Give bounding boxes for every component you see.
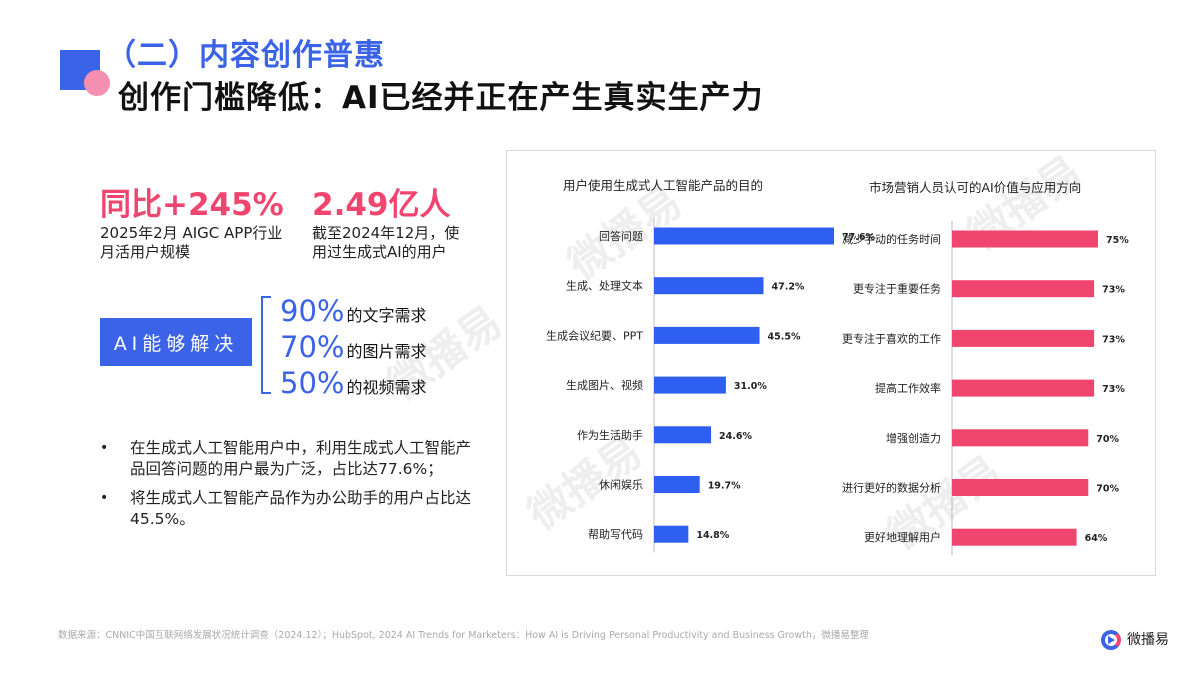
data-source-note: 数据来源：CNNIC中国互联网络发展状况统计调查（2024.12）；HubSpo… <box>58 630 869 641</box>
stat-desc: 用过生成式AI的用户 <box>312 243 447 261</box>
stat-value: 2.49亿人 <box>312 187 451 223</box>
ai-item-video: 50% 的视频需求 <box>280 366 426 400</box>
bar <box>952 230 1098 248</box>
brand-logo: 微播易 <box>1101 628 1169 650</box>
stat-desc: 2025年2月 AIGC APP行业 <box>100 224 283 242</box>
category-label: 生成、处理文本 <box>566 279 643 293</box>
category-label: 回答问题 <box>599 229 643 243</box>
data-label: 73% <box>1102 384 1125 395</box>
bar <box>654 277 764 295</box>
ai-item-image: 70% 的图片需求 <box>280 330 426 364</box>
bullet-text: 将生成式人工智能产品作为办公助手的用户占比达45.5%。 <box>130 489 472 528</box>
logo-text: 微播易 <box>1127 632 1169 648</box>
data-label: 45.5% <box>768 331 801 342</box>
bullet-item: • 将生成式人工智能产品作为办公助手的用户占比达45.5%。 <box>100 488 480 530</box>
bullet-item: • 在生成式人工智能用户中，利用生成式人工智能产品回答问题的用户最为广泛，占比达… <box>100 438 480 480</box>
ai-item-desc: 的文字需求 <box>346 306 427 325</box>
ai-item-text: 90% 的文字需求 <box>280 294 426 328</box>
bullet-marker: • <box>100 490 109 506</box>
data-label: 75% <box>1106 235 1129 246</box>
ai-item-desc: 的图片需求 <box>346 342 427 361</box>
data-label: 64% <box>1085 533 1108 544</box>
data-label: 70% <box>1096 484 1119 495</box>
data-label: 77.6% <box>842 232 875 243</box>
bullet-list: • 在生成式人工智能用户中，利用生成式人工智能产品回答问题的用户最为广泛，占比达… <box>100 438 480 538</box>
category-label: 生成图片、视频 <box>566 378 643 392</box>
category-label: 生成会议纪要、PPT <box>546 328 643 342</box>
bar <box>952 479 1089 496</box>
bullet-text: 在生成式人工智能用户中，利用生成式人工智能产品回答问题的用户最为广泛，占比达77… <box>130 439 472 478</box>
data-label: 24.6% <box>719 431 752 442</box>
bar <box>654 476 700 493</box>
data-label: 73% <box>1102 334 1125 345</box>
bar <box>952 429 1089 447</box>
category-label: 帮助写代码 <box>588 527 643 541</box>
bracket-decoration <box>261 296 271 394</box>
stat-value: 同比+245% <box>100 187 284 223</box>
chart-title-usage: 用户使用生成式人工智能产品的目的 <box>563 178 764 193</box>
stat-genai-users: 2.49亿人 截至2024年12月，使 用过生成式AI的用户 <box>312 188 459 262</box>
ai-item-desc: 的视频需求 <box>346 378 427 397</box>
category-label: 休闲娱乐 <box>599 478 643 492</box>
bar <box>654 227 834 245</box>
bar <box>952 528 1077 546</box>
data-label: 47.2% <box>771 282 804 293</box>
bar <box>654 326 760 344</box>
bar <box>654 376 726 394</box>
stat-desc: 月活用户规模 <box>100 243 191 261</box>
category-label: 进行更好的数据分析 <box>842 481 941 495</box>
bullet-marker: • <box>100 440 109 456</box>
category-label: 更专注于喜欢的工作 <box>842 331 941 345</box>
data-label: 19.7% <box>708 481 741 492</box>
category-label: 减少手动的任务时间 <box>842 232 941 246</box>
ai-item-pct: 50% <box>280 366 345 400</box>
bar <box>952 280 1095 298</box>
chart-title-marketing: 市场营销人员认可的AI价值与应用方向 <box>869 180 1082 195</box>
title-decoration-circle <box>84 70 110 96</box>
bar <box>952 379 1095 397</box>
category-label: 提高工作效率 <box>875 381 941 395</box>
category-label: 更好地理解用户 <box>864 530 941 544</box>
section-title: （二）内容创作普惠 <box>106 38 385 73</box>
data-label: 14.8% <box>696 530 729 541</box>
chart-panel: 用户使用生成式人工智能产品的目的 市场营销人员认可的AI价值与应用方向 回答问题… <box>506 150 1156 576</box>
ai-item-pct: 70% <box>280 330 345 364</box>
bar <box>654 426 712 444</box>
data-label: 73% <box>1102 285 1125 296</box>
ai-solves-label: AI能够解决 <box>100 318 252 366</box>
bar <box>952 329 1095 347</box>
stat-desc: 截至2024年12月，使 <box>312 224 460 242</box>
logo-icon <box>1101 628 1123 650</box>
stat-mau-growth: 同比+245% 2025年2月 AIGC APP行业 月活用户规模 <box>100 188 284 262</box>
bar-charts: 回答问题 77.6% 生成、处理文本 47.2% 生成会议纪要、PPT 45.5% 生成图片… <box>546 218 1129 556</box>
category-label: 更专注于重要任务 <box>853 282 941 296</box>
page-title: 创作门槛降低：AI已经并正在产生真实生产力 <box>118 80 764 116</box>
ai-item-pct: 90% <box>280 294 345 328</box>
data-label: 31.0% <box>734 381 767 392</box>
bar <box>654 525 689 543</box>
category-label: 增强创造力 <box>886 431 941 445</box>
data-label: 70% <box>1096 434 1119 445</box>
category-label: 作为生活助手 <box>577 428 643 442</box>
